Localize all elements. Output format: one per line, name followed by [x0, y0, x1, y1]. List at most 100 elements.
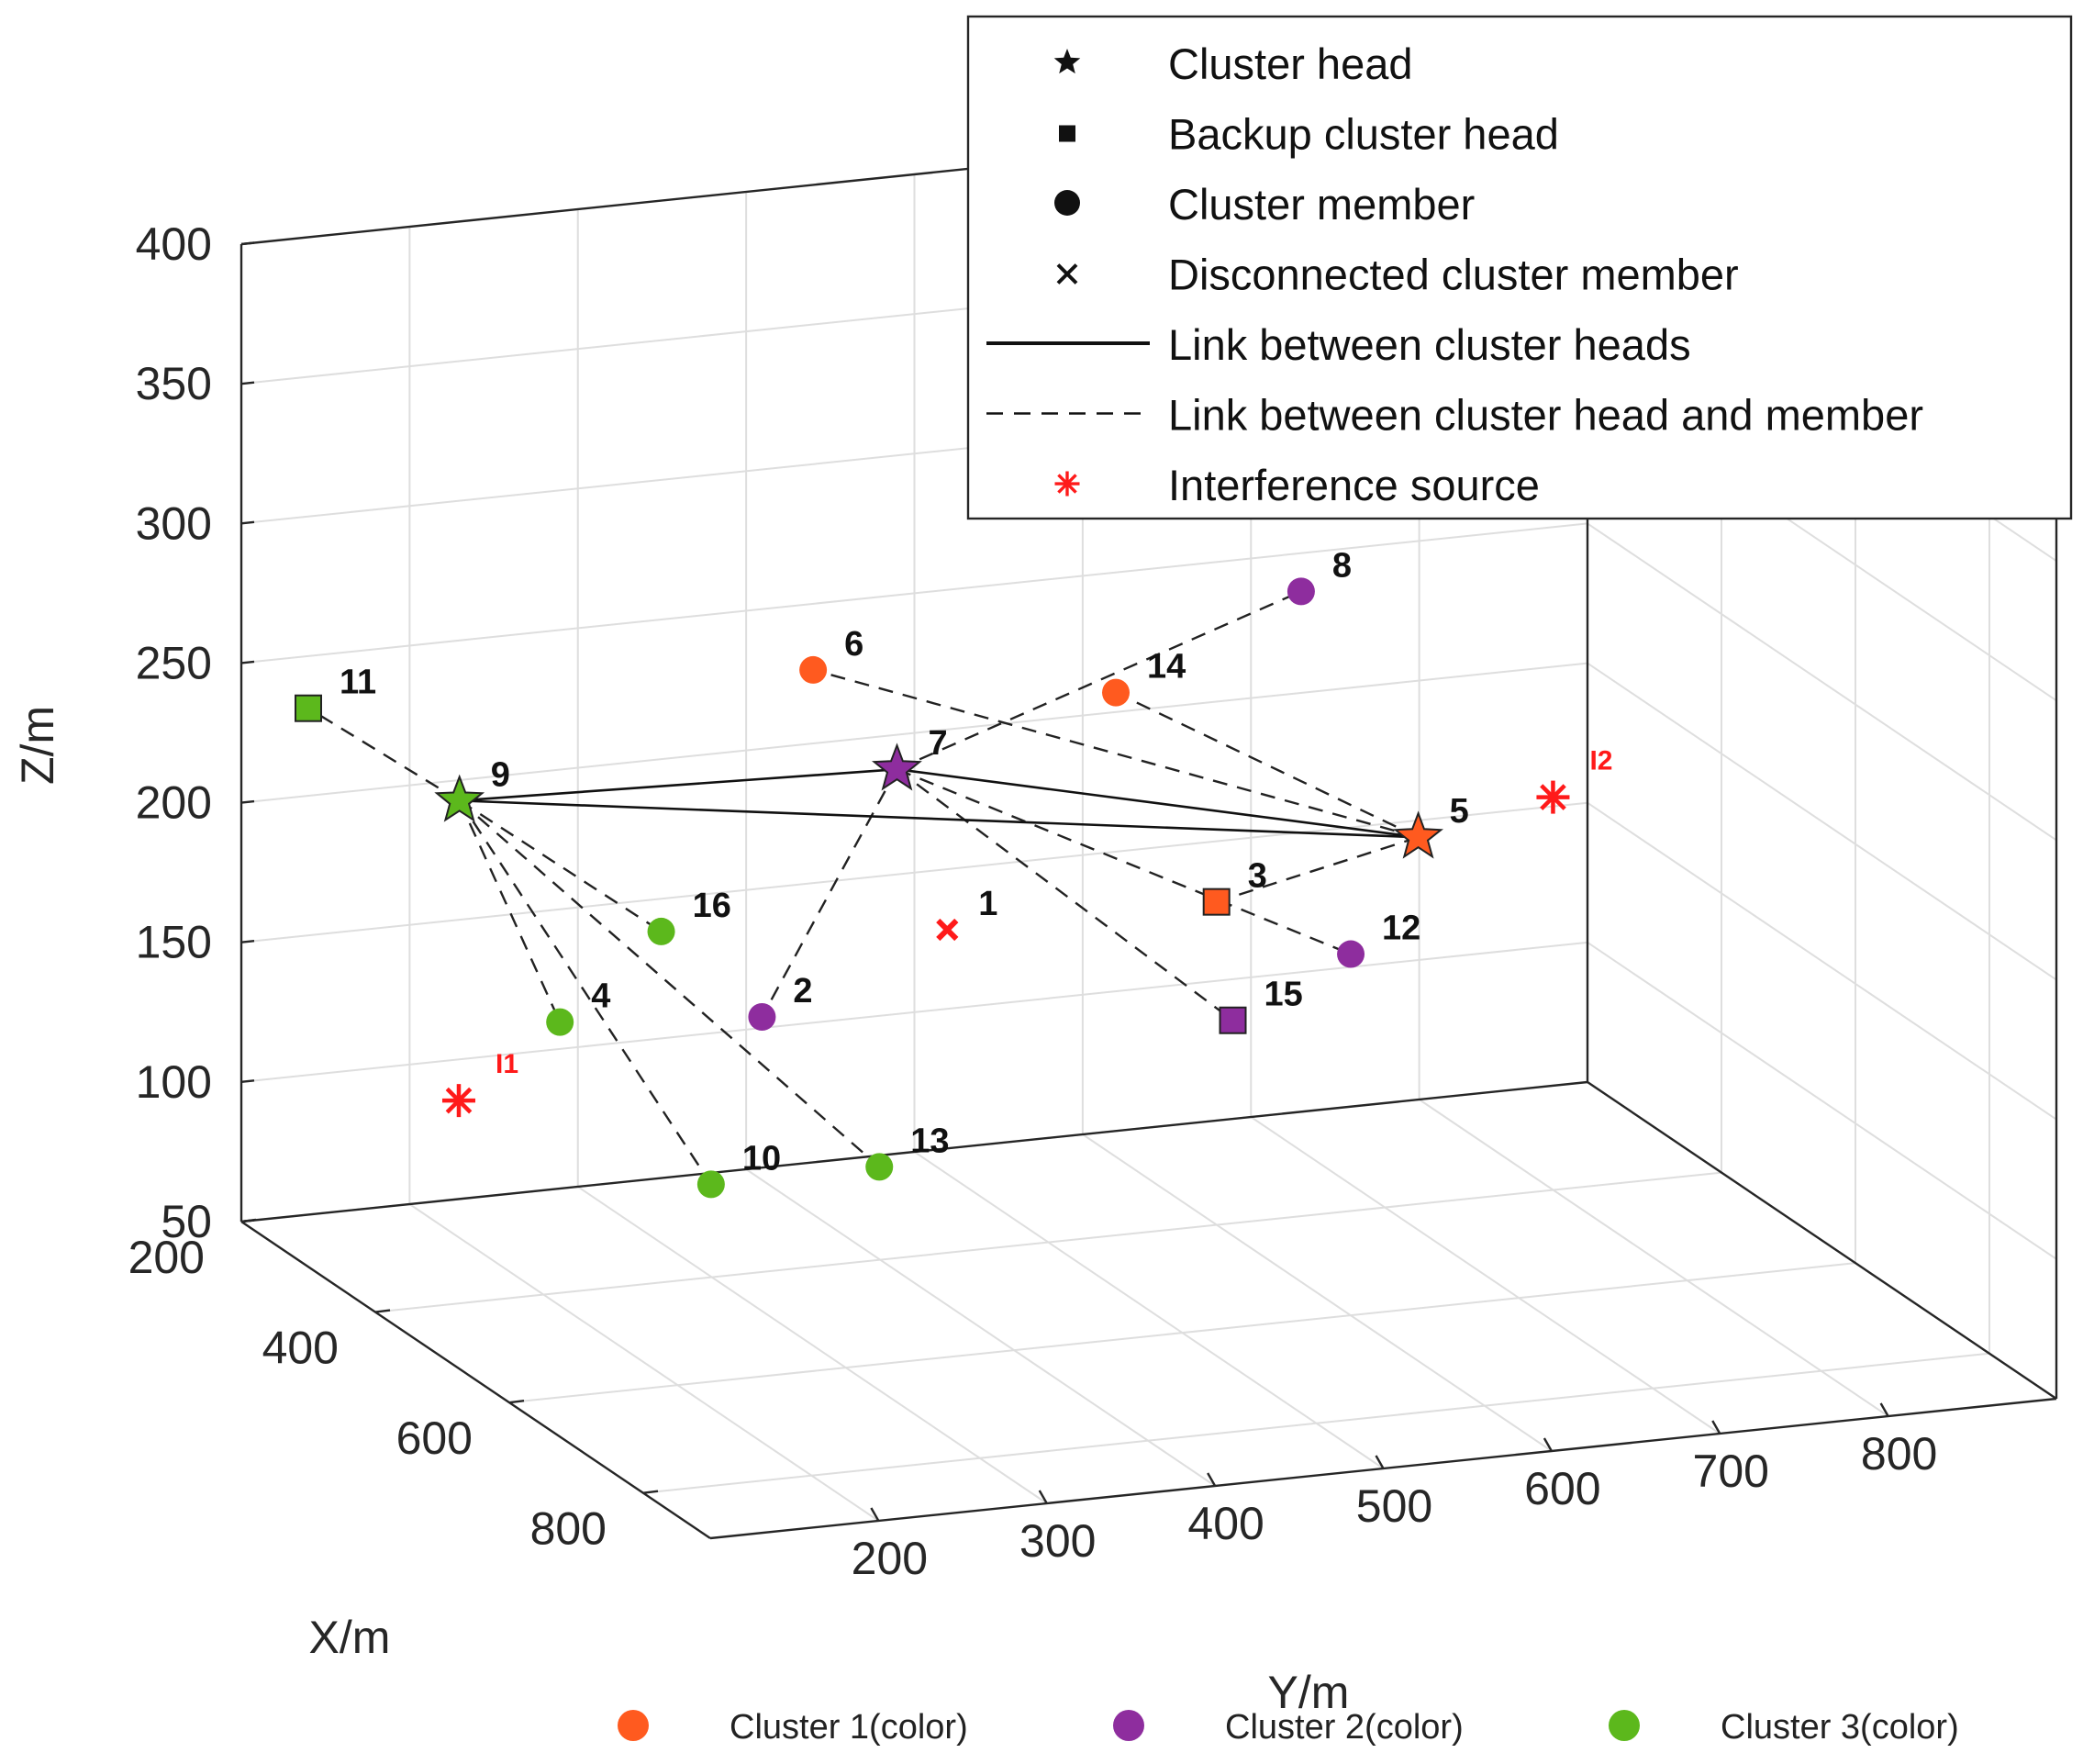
z-tick-label: 250: [136, 637, 212, 688]
y-tick-label: 600: [1524, 1463, 1600, 1514]
cluster-color-legend: Cluster 1(color) Cluster 2(color) Cluster …: [618, 1708, 1959, 1747]
grid-line-z: [1587, 522, 2057, 842]
node-label: 12: [1382, 910, 1420, 948]
links-layer: [307, 590, 1420, 1186]
node-14-marker: [1102, 678, 1131, 707]
head-member-link: [812, 668, 1419, 839]
cluster-legend-marker: [1609, 1710, 1640, 1741]
node-6-marker: [799, 655, 828, 684]
node-5-marker: [1393, 810, 1443, 859]
head-head-link: [459, 799, 1419, 839]
node-label: 9: [491, 755, 510, 794]
interference-source-I2-marker: [1540, 784, 1566, 810]
y-tick-label: 300: [1019, 1515, 1096, 1567]
x-tick-label: 800: [530, 1503, 607, 1555]
node-label: 15: [1264, 976, 1303, 1014]
y-tick: [1375, 1455, 1385, 1469]
box-edge: [240, 1080, 1588, 1223]
y-tick: [870, 1507, 880, 1522]
grid-line-y: [1250, 1116, 1721, 1435]
x-tick-label: 400: [262, 1323, 339, 1374]
node-9-marker: [434, 774, 485, 822]
legend-entry-label: Link between cluster head and member: [1168, 391, 1923, 440]
node-8-marker: [1287, 577, 1315, 606]
cluster-legend-label: Cluster 2(color): [1225, 1708, 1464, 1747]
legend-entry-label: Disconnected cluster member: [1168, 251, 1739, 299]
node-label: 7: [928, 724, 947, 763]
node-13-marker: [865, 1153, 894, 1181]
y-tick-label: 200: [852, 1533, 928, 1584]
legend-entry-label: Backup cluster head: [1168, 110, 1559, 159]
node-label: 6: [844, 625, 863, 664]
y-tick: [1543, 1437, 1553, 1452]
head-member-link: [1115, 691, 1420, 839]
x-tick: [642, 1490, 659, 1494]
head-head-link: [459, 767, 897, 802]
legend-star-marker: [1053, 49, 1081, 74]
z-tick-label: 350: [136, 358, 212, 409]
z-tick: [240, 520, 255, 525]
node-1-marker: [936, 918, 959, 942]
z-tick-label: 150: [136, 917, 212, 968]
node-7-marker: [872, 742, 922, 791]
cluster-legend-marker: [1113, 1710, 1144, 1741]
interference-source-I1-marker: [445, 1087, 473, 1114]
z-tick-label: 300: [136, 497, 212, 549]
legend-cross-marker: [1056, 263, 1078, 285]
y-tick-label: 400: [1187, 1498, 1264, 1549]
z-tick: [240, 381, 255, 385]
x-tick: [240, 1218, 257, 1223]
node-label: 2: [793, 972, 812, 1010]
node-label: 16: [693, 887, 731, 925]
grid-line-y: [913, 1151, 1385, 1469]
interference-source-label: I2: [1589, 746, 1612, 776]
z-axis-title: Z/m: [12, 706, 63, 785]
z-tick-label: 50: [161, 1196, 212, 1247]
head-member-link: [896, 768, 1234, 1022]
node-label: 3: [1248, 857, 1267, 896]
node-label: 4: [591, 977, 610, 1016]
legend-entry-label: Cluster head: [1168, 39, 1413, 88]
legend-entry-label: Interference source: [1168, 461, 1540, 509]
node-15-marker: [1219, 1006, 1247, 1034]
legend-entry-label: Link between cluster heads: [1168, 320, 1691, 369]
grid-line-x: [374, 1171, 1722, 1313]
grid-line-y: [1082, 1133, 1553, 1452]
head-member-link: [761, 768, 898, 1018]
head-member-link: [307, 707, 461, 802]
node-16-marker: [647, 917, 675, 945]
box-edge: [240, 1221, 711, 1539]
x-tick: [508, 1399, 525, 1404]
grid-line-z: [1587, 942, 2057, 1260]
z-tick: [240, 1079, 255, 1084]
y-tick: [1207, 1472, 1217, 1487]
grid-line-y: [1419, 1099, 1889, 1417]
node-label: 8: [1332, 546, 1352, 585]
head-member-link: [458, 799, 712, 1186]
node-10-marker: [696, 1170, 725, 1199]
y-axis-title: Y/m: [1268, 1667, 1350, 1718]
legend-entry-label: Cluster member: [1168, 180, 1475, 229]
head-member-link: [896, 590, 1302, 771]
y-tick: [1879, 1402, 1889, 1417]
head-member-link: [1216, 836, 1419, 903]
x-tick-label: 200: [128, 1232, 205, 1283]
head-member-link: [897, 768, 1352, 955]
node-label: 1: [978, 885, 997, 923]
grid-line-y: [408, 1203, 879, 1522]
legend-asterisk-marker: [1057, 474, 1077, 494]
grid-line-y: [745, 1168, 1216, 1487]
interference-source-label: I1: [496, 1049, 518, 1079]
y-tick: [1711, 1420, 1721, 1435]
z-tick: [240, 799, 255, 804]
y-tick-label: 500: [1356, 1480, 1432, 1532]
cluster-legend-marker: [618, 1710, 649, 1741]
grid-line-y: [577, 1186, 1048, 1504]
tick-labels: 50 100 150 200 250 300 350 400 200 300 400 500 600 70…: [128, 218, 1938, 1584]
box-edge: [1587, 1081, 2057, 1400]
y-tick-label: 700: [1693, 1446, 1769, 1497]
y-tick: [1038, 1490, 1048, 1504]
node-2-marker: [748, 1003, 776, 1032]
z-tick-label: 100: [136, 1056, 212, 1108]
